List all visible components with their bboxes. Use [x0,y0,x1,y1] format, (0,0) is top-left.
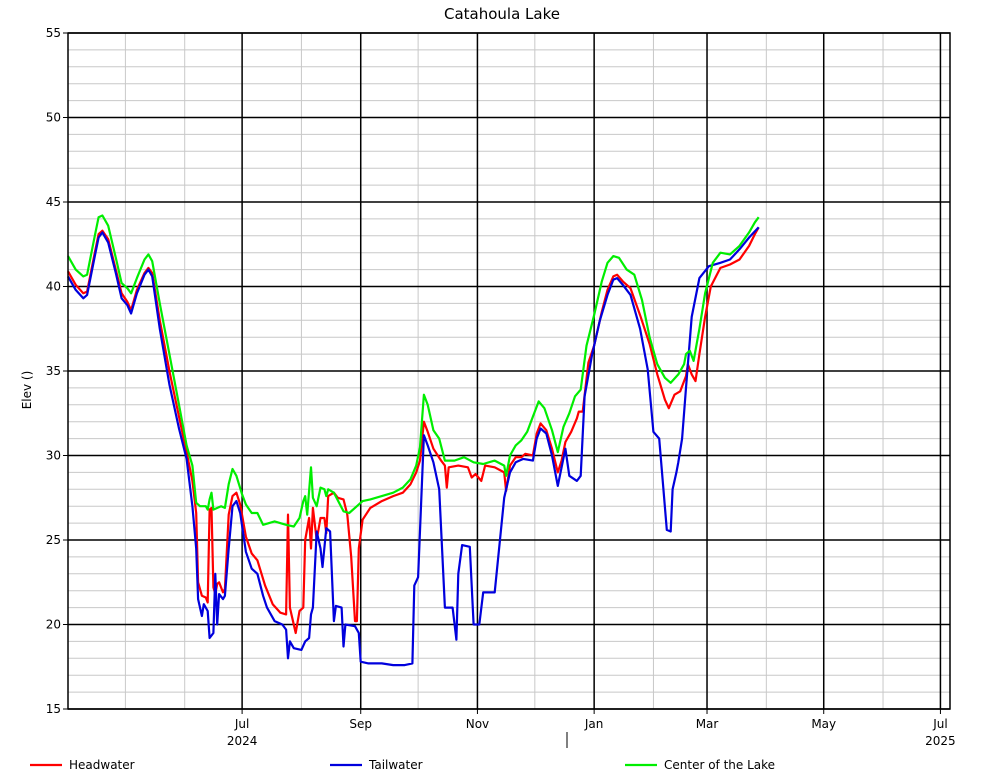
x-tick-label: Jan [584,717,604,731]
y-tick-label: 40 [46,280,61,294]
series-line-tailwater [67,226,760,667]
y-tick-label: 15 [46,702,61,716]
y-tick-label: 35 [46,364,61,378]
series-line-headwater [67,226,760,635]
series-layer [67,214,760,667]
chart-title: Catahoula Lake [444,5,560,23]
legend-label: Tailwater [368,758,423,772]
series-line-center-of-the-lake [67,214,760,528]
x-tick-label: May [811,717,836,731]
y-tick-label: 50 [46,111,61,125]
legend: Headwater Tailwater Center of the Lake [30,758,775,772]
x-year-label: 2024 [227,734,258,748]
x-tick-label: Sep [349,717,372,731]
x-year-label: 2025 [925,734,956,748]
y-tick-label: 30 [46,449,61,463]
x-tick-label: Mar [696,717,719,731]
legend-label: Headwater [69,758,135,772]
x-tick-label: Nov [466,717,489,731]
y-tick-label: 20 [46,618,61,632]
y-tick-label: 45 [46,195,61,209]
legend-label: Center of the Lake [664,758,775,772]
y-tick-label: 55 [46,26,61,40]
x-tick-label: Jul [234,717,249,731]
x-tick-label: Jul [932,717,947,731]
y-tick-label: 25 [46,533,61,547]
y-axis-label: Elev () [20,371,34,410]
